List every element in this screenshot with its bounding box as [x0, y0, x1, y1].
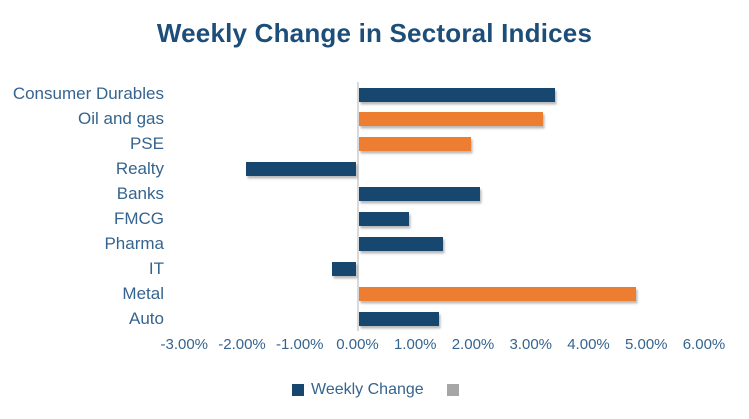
- legend-swatch-unlabeled-series: [447, 384, 459, 396]
- x-tick-label-5-00: 5.00%: [624, 336, 668, 353]
- bar-pse: [358, 137, 472, 152]
- category-label-banks: Banks: [116, 184, 164, 204]
- bar-oil-and-gas: [358, 112, 544, 127]
- bar-realty: [245, 162, 357, 177]
- x-tick-label-0-00: 0.00%: [336, 336, 379, 353]
- bar-pharma: [358, 236, 444, 251]
- category-label-oil-and-gas: Oil and gas: [78, 109, 164, 129]
- category-label-pse: PSE: [129, 134, 164, 154]
- chart-title: Weekly Change in Sectoral Indices: [156, 18, 593, 48]
- legend-swatch-weekly-change: [292, 384, 304, 396]
- zero-axis-line: [356, 82, 359, 331]
- x-tick-label-6-00: 6.00%: [682, 336, 726, 353]
- category-label-realty: Realty: [115, 159, 164, 179]
- bar-auto: [358, 311, 439, 326]
- x-tick-label-4-00: 4.00%: [567, 336, 610, 353]
- bar-banks: [358, 187, 480, 202]
- x-tick-label-2-00: -2.00%: [218, 336, 266, 353]
- bar-fmcg: [358, 212, 410, 226]
- category-label-fmcg: FMCG: [113, 208, 164, 228]
- category-label-pharma: Pharma: [104, 233, 164, 253]
- legend-label-weekly-change: Weekly Change: [311, 381, 424, 398]
- x-tick-label-3-00: -3.00%: [160, 336, 209, 353]
- x-tick-label-3-00: 3.00%: [509, 336, 553, 353]
- bar-it: [331, 261, 357, 276]
- x-tick-label-1-00: -1.00%: [275, 336, 324, 353]
- x-tick-label-1-00: 1.00%: [393, 336, 437, 353]
- category-label-consumer-durables: Consumer Durables: [12, 84, 164, 104]
- category-label-it: IT: [148, 258, 164, 278]
- x-tick-label-2-00: 2.00%: [451, 336, 495, 353]
- category-label-auto: Auto: [129, 308, 164, 328]
- bar-metal: [358, 286, 636, 301]
- bar-consumer-durables: [358, 87, 555, 102]
- category-label-metal: Metal: [122, 283, 164, 303]
